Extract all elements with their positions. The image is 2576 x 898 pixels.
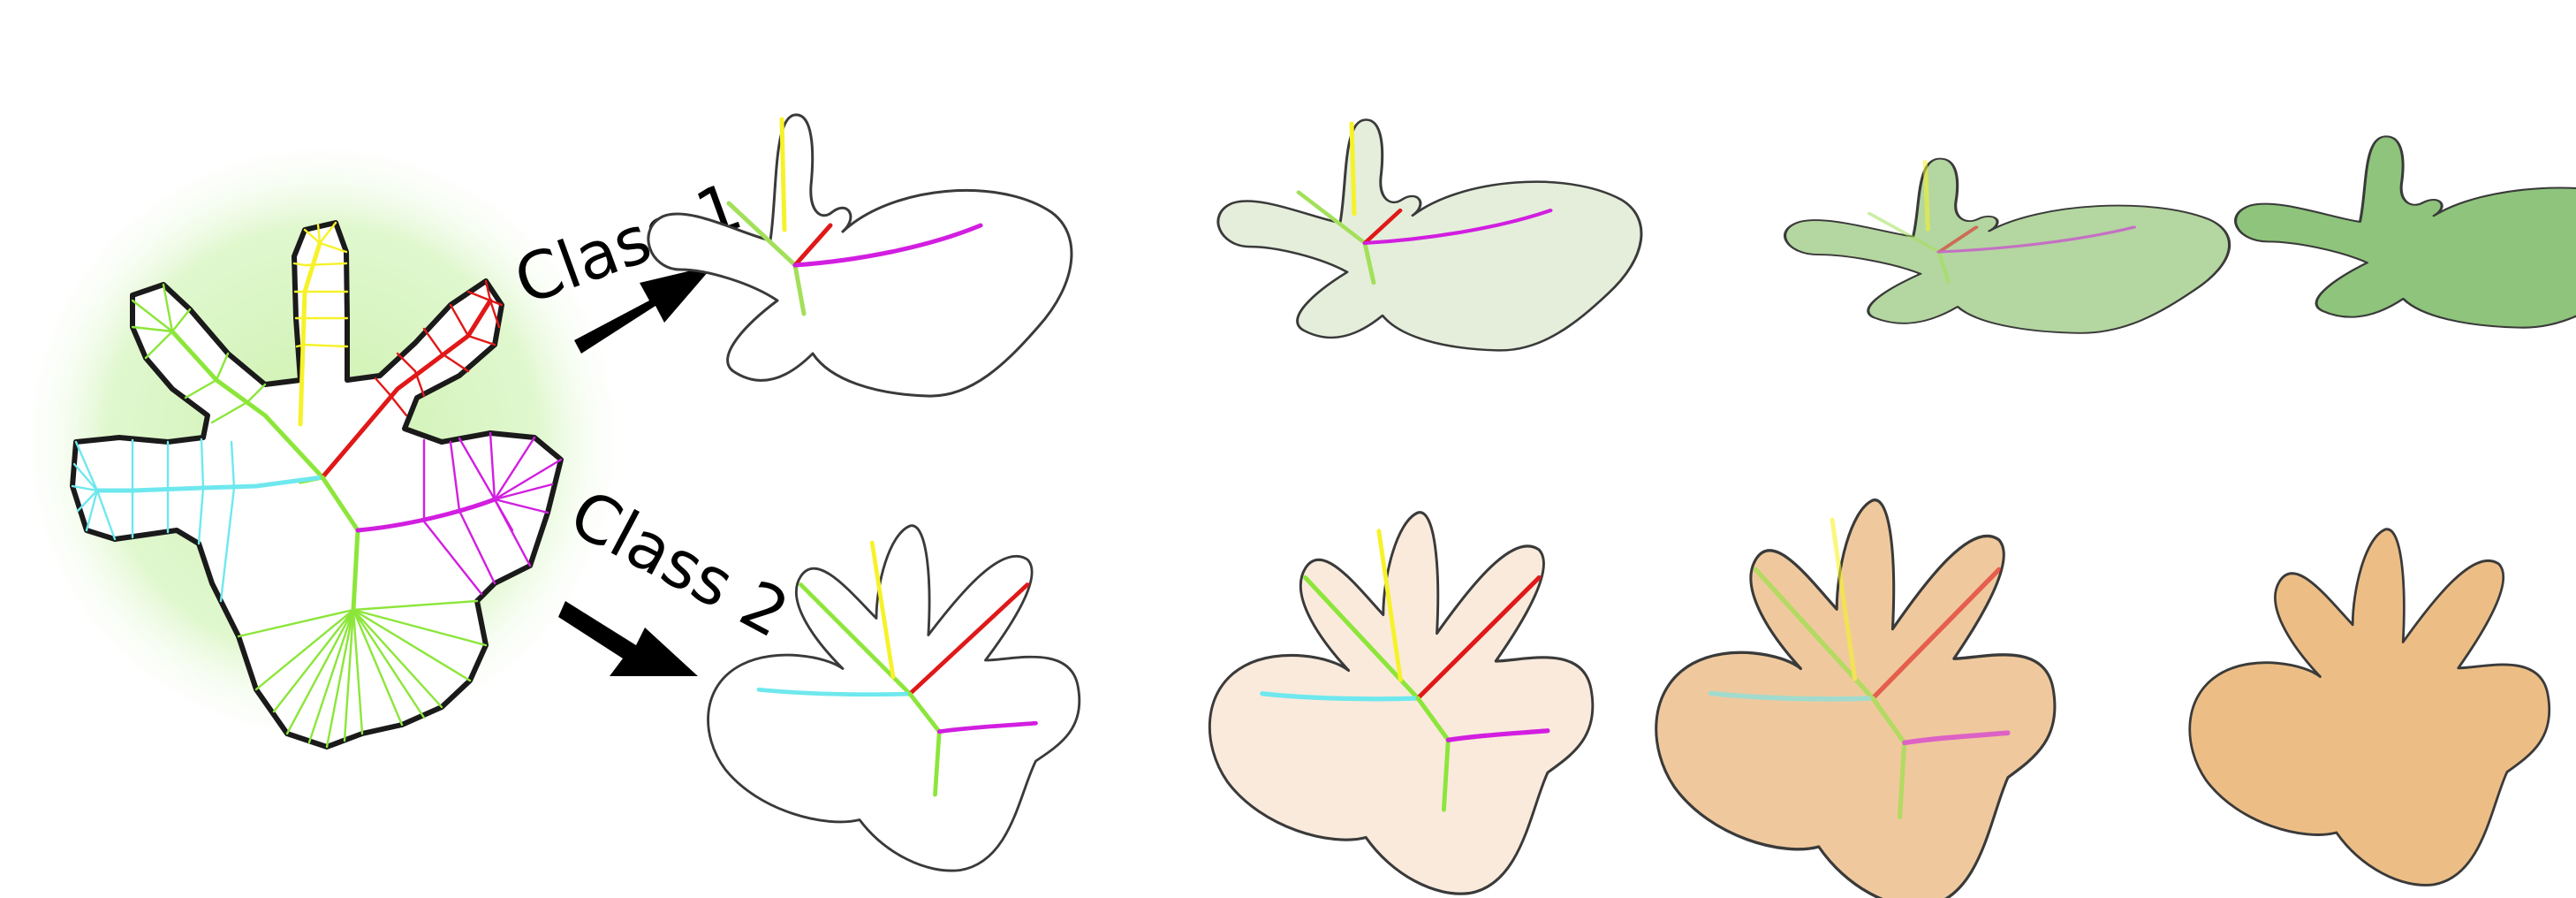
class-2-shape-stage-4	[2188, 528, 2551, 887]
class-1-shape-stage-1	[647, 113, 1073, 398]
class-1-arrow	[574, 265, 714, 354]
source-ribs	[71, 221, 563, 749]
class-1-shape-stage-4	[2234, 134, 2576, 330]
class-2-row	[707, 498, 2551, 898]
class-1-shape-stage-3	[1784, 156, 2231, 335]
class-1-row	[647, 113, 2576, 398]
class-2-arrow	[558, 601, 698, 676]
segmented-source-shape	[13, 133, 632, 751]
class-2-shape-stage-2	[1208, 511, 1595, 895]
class-2-shape-stage-3	[1655, 498, 2057, 898]
class-1-shape-stage-2	[1216, 118, 1643, 352]
